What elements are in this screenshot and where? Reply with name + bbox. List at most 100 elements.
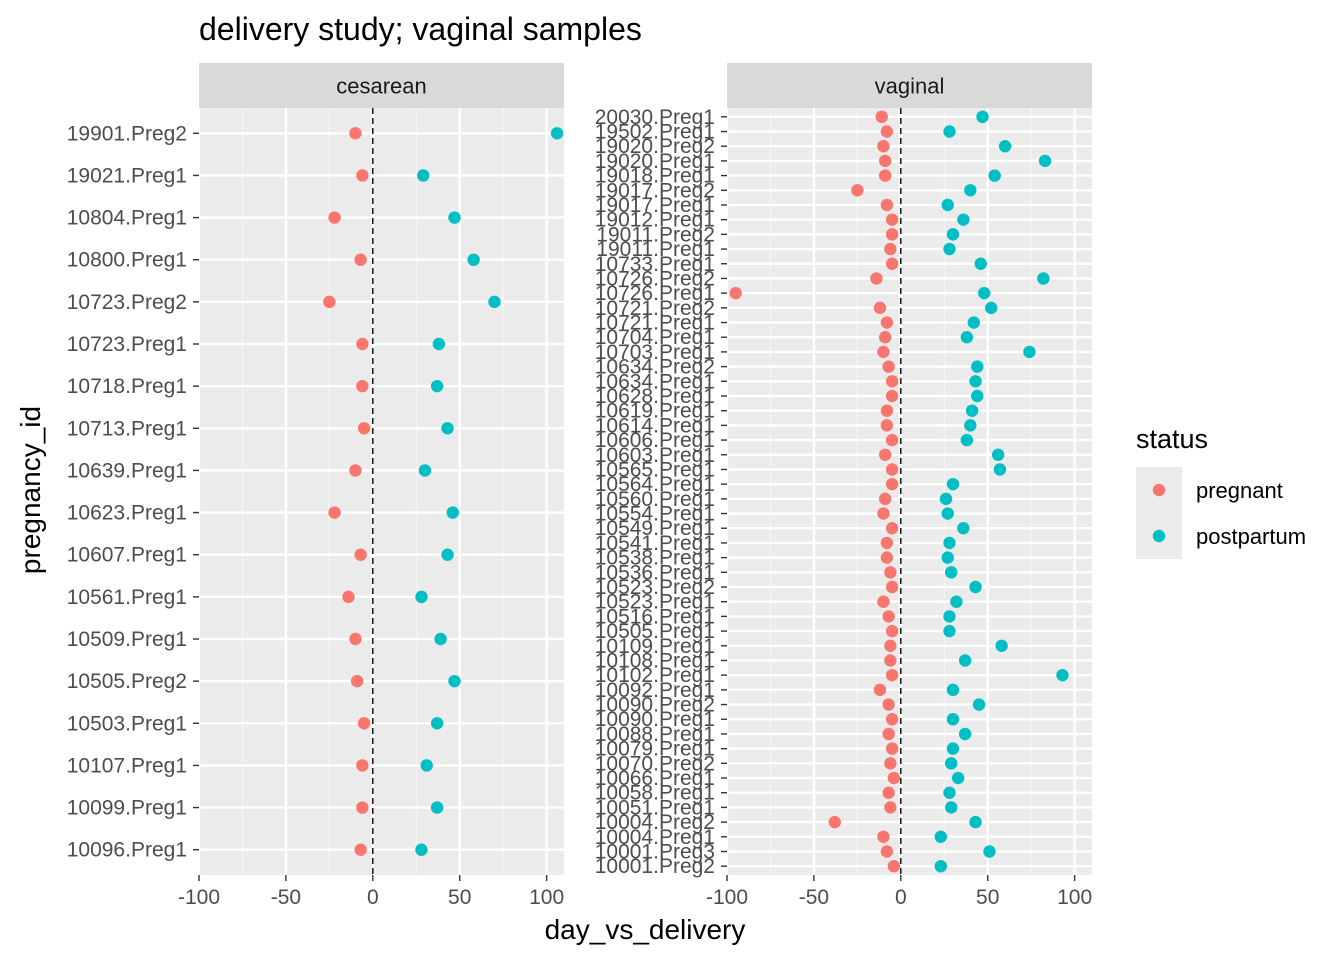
point-postpartum xyxy=(417,169,430,182)
point-pregnant xyxy=(885,213,899,226)
point-pregnant xyxy=(882,786,895,799)
point-pregnant xyxy=(354,253,367,266)
point-postpartum xyxy=(430,801,444,814)
point-pregnant xyxy=(357,422,371,435)
point-pregnant xyxy=(356,759,369,772)
y-tick-label: 10723.Preg2 xyxy=(67,291,187,314)
legend-key-postpartum xyxy=(1152,529,1166,543)
y-tick-label: 10703.Preg1 xyxy=(595,341,715,364)
point-pregnant xyxy=(729,286,742,300)
point-postpartum xyxy=(939,492,953,506)
point-postpartum xyxy=(967,316,981,329)
y-tick-label: 10538.Preg1 xyxy=(595,547,715,570)
point-pregnant xyxy=(877,595,890,608)
y-tick-label: 19020.Preg2 xyxy=(595,135,715,158)
y-tick-label: 10726.Preg2 xyxy=(595,267,715,290)
y-tick-label: 10721.Preg2 xyxy=(595,297,715,320)
y-tick-label: 10606.Preg1 xyxy=(595,429,715,452)
point-postpartum xyxy=(941,198,954,212)
point-pregnant xyxy=(875,110,888,124)
y-tick-label: 10628.Preg1 xyxy=(595,385,715,408)
point-pregnant xyxy=(885,668,899,682)
y-tick-label: 10092.Preg1 xyxy=(595,679,715,702)
y-axis-title: pregnancy_id xyxy=(15,406,46,574)
facet-strip-label: vaginal xyxy=(875,74,945,99)
point-pregnant xyxy=(878,448,892,461)
point-postpartum xyxy=(964,419,977,432)
point-postpartum xyxy=(420,759,433,772)
point-postpartum xyxy=(446,506,459,519)
chart-title: delivery study; vaginal samples xyxy=(199,11,642,47)
point-postpartum xyxy=(943,242,956,256)
point-postpartum xyxy=(974,257,987,270)
point-postpartum xyxy=(988,169,1001,182)
point-postpartum xyxy=(950,595,963,608)
point-postpartum xyxy=(945,801,958,814)
y-tick-label: 10804.Preg1 xyxy=(67,207,187,230)
point-pregnant xyxy=(880,845,894,858)
point-pregnant xyxy=(878,331,892,344)
point-postpartum xyxy=(958,727,972,741)
point-pregnant xyxy=(880,536,894,550)
point-pregnant xyxy=(884,757,897,770)
y-tick-label: 10004.Preg1 xyxy=(595,826,715,849)
point-postpartum xyxy=(430,379,444,393)
point-postpartum xyxy=(964,184,977,197)
y-tick-label: 19017.Preg1 xyxy=(595,194,715,217)
point-postpartum xyxy=(550,127,564,140)
x-tick-label: 100 xyxy=(529,886,564,909)
x-tick-label: -100 xyxy=(178,886,220,909)
point-postpartum xyxy=(941,507,954,520)
point-pregnant xyxy=(328,506,341,519)
point-pregnant xyxy=(885,433,899,447)
point-pregnant xyxy=(356,379,369,393)
point-postpartum xyxy=(418,464,432,477)
y-tick-label: 10090.Preg2 xyxy=(595,694,715,717)
point-pregnant xyxy=(877,345,890,359)
point-postpartum xyxy=(430,717,444,730)
y-tick-label: 10541.Preg1 xyxy=(595,532,715,555)
y-tick-label: 10718.Preg1 xyxy=(67,375,187,398)
point-postpartum xyxy=(943,624,956,638)
y-tick-label: 10713.Preg1 xyxy=(67,417,187,440)
panel-background xyxy=(199,108,564,875)
legend-key-background xyxy=(1136,467,1182,559)
x-axis-title: day_vs_delivery xyxy=(545,914,746,945)
y-tick-label: 19018.Preg1 xyxy=(595,165,715,188)
point-pregnant xyxy=(356,169,369,182)
y-tick-label: 10523.Preg1 xyxy=(595,591,715,614)
point-pregnant xyxy=(882,698,895,711)
legend: status pregnant postpartum xyxy=(1136,424,1306,559)
point-postpartum xyxy=(943,125,956,138)
y-tick-label: 10102.Preg1 xyxy=(595,664,715,687)
y-tick-label: 10099.Preg1 xyxy=(67,797,187,820)
point-pregnant xyxy=(887,771,901,785)
point-pregnant xyxy=(885,375,899,388)
y-tick-label: 10723.Preg1 xyxy=(67,333,187,356)
point-pregnant xyxy=(873,301,887,315)
y-tick-label: 10503.Preg1 xyxy=(67,712,187,735)
point-pregnant xyxy=(878,154,892,168)
point-pregnant xyxy=(882,727,895,741)
point-postpartum xyxy=(971,389,984,403)
point-pregnant xyxy=(356,801,369,814)
y-tick-label: 19901.Preg2 xyxy=(67,122,187,145)
y-tick-label: 10096.Preg1 xyxy=(67,839,187,862)
point-postpartum xyxy=(945,757,958,770)
point-pregnant xyxy=(878,492,892,506)
point-postpartum xyxy=(488,295,501,309)
point-postpartum xyxy=(957,522,970,535)
point-postpartum xyxy=(934,830,947,843)
legend-label-pregnant: pregnant xyxy=(1196,478,1283,503)
legend-key-pregnant xyxy=(1152,483,1166,497)
point-postpartum xyxy=(976,110,989,124)
y-tick-label: 10561.Preg1 xyxy=(67,586,187,609)
point-postpartum xyxy=(972,698,986,711)
point-pregnant xyxy=(328,211,341,224)
y-tick-label: 10721.Preg1 xyxy=(595,312,715,335)
point-pregnant xyxy=(878,169,892,182)
y-tick-label: 19021.Preg1 xyxy=(67,164,187,187)
y-tick-label: 10560.Preg1 xyxy=(595,488,715,511)
point-postpartum xyxy=(941,551,954,564)
y-tick-label: 10536.Preg1 xyxy=(595,561,715,584)
